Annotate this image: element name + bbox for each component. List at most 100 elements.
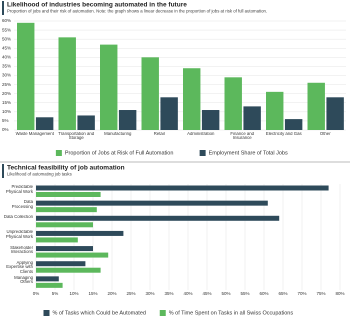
category-label: Data Processing: [11, 200, 33, 209]
category-label-box: Unpredictable Physical Work: [5, 230, 33, 239]
bar: [307, 82, 325, 130]
chart-title: Likelihood of industries becoming automa…: [7, 2, 187, 9]
x-tick-label: 50%: [221, 291, 230, 296]
chart-subtitle: Proportion of jobs and their risk of aut…: [7, 9, 267, 14]
bar: [36, 185, 329, 191]
bar: [183, 68, 201, 130]
x-tick-label: 35%: [164, 291, 173, 296]
bar: [160, 97, 178, 130]
x-tick-label: 25%: [126, 291, 135, 296]
category-label-box: Manufacturing: [104, 131, 132, 136]
bar: [141, 57, 159, 131]
bar: [36, 207, 97, 213]
x-tick-label: 80%: [335, 291, 344, 296]
category-label: Stakeholder Interactions: [10, 245, 33, 255]
bar: [36, 276, 59, 282]
bar: [201, 110, 220, 130]
category-label-box: Stakeholder Interactions: [10, 245, 33, 255]
category-label-box: Data Collection: [3, 215, 33, 220]
x-tick-label: 10%: [69, 291, 78, 296]
bar: [36, 215, 280, 221]
category-label: Unpredictable Physical Work: [5, 230, 33, 239]
bar: [118, 110, 137, 130]
x-tick-label: 45%: [202, 291, 211, 296]
category-label-box: Electricity and Gas: [265, 131, 302, 136]
bar: [36, 252, 109, 258]
x-tick-label: 55%: [240, 291, 249, 296]
x-tick-label: 0%: [33, 291, 40, 296]
title-accent: [2, 1, 4, 15]
category-label: Electricity and Gas: [265, 131, 302, 136]
bar: [36, 282, 63, 288]
category-label-box: Retail: [153, 131, 165, 136]
category-label: Data Collection: [3, 215, 33, 220]
category-label: Retail: [153, 131, 165, 136]
legend-label: Proportion of Jobs at Risk of Full Autom…: [65, 150, 174, 156]
category-label-box: Data Processing: [11, 200, 33, 209]
y-tick-label: 40%: [2, 55, 11, 60]
bar: [326, 97, 344, 130]
x-tick-label: 75%: [316, 291, 325, 296]
x-tick-label: 20%: [107, 291, 116, 296]
bar: [36, 261, 86, 267]
bar: [284, 119, 303, 130]
category-label-box: Applying Expertise with Clients: [6, 260, 33, 274]
category-label-box: Predictable Physical Work: [5, 185, 33, 194]
y-tick-label: 35%: [2, 64, 11, 69]
x-tick-label: 30%: [145, 291, 154, 296]
legend-label: % of Time Spent on Tasks in all Swiss Oc…: [169, 310, 294, 316]
bar: [36, 230, 124, 236]
category-label-box: Other: [319, 131, 331, 136]
bar: [243, 106, 261, 130]
bar: [36, 267, 101, 273]
category-label: Managing Others: [14, 275, 33, 285]
chart-subtitle: Likelihood of automating job tasks: [7, 172, 72, 177]
y-tick-label: 30%: [2, 73, 11, 78]
bar: [36, 192, 101, 197]
category-label-box: Finance and Insurance: [230, 131, 255, 140]
category-label: Other: [319, 131, 331, 136]
y-tick-label: 20%: [2, 91, 11, 96]
category-label-box: Administration: [187, 131, 215, 136]
x-tick-label: 65%: [278, 291, 287, 296]
y-tick-label: 55%: [2, 27, 11, 32]
legend-label: % of Tasks which Could be Automated: [53, 310, 146, 316]
title-accent: [2, 164, 4, 178]
category-label-box: Transportation and Storage: [58, 131, 95, 140]
category-label: Predictable Physical Work: [5, 185, 33, 194]
chart-title: Technical feasibility of job automation: [7, 165, 125, 172]
bar: [36, 222, 93, 228]
bar: [100, 44, 118, 130]
category-label: Manufacturing: [104, 131, 132, 136]
x-tick-label: 70%: [297, 291, 306, 296]
category-label-box: Managing Others: [14, 275, 33, 285]
category-label: Administration: [187, 131, 215, 136]
bar: [266, 91, 284, 130]
bar: [36, 200, 268, 206]
legend-swatch: [55, 150, 62, 156]
y-tick-label: 10%: [2, 109, 11, 114]
y-tick-label: 5%: [2, 118, 9, 123]
y-tick-label: 15%: [2, 100, 11, 105]
y-tick-label: 0%: [2, 127, 9, 132]
category-label: Applying Expertise with Clients: [6, 260, 33, 274]
legend-swatch: [159, 310, 166, 316]
x-tick-label: 5%: [52, 291, 59, 296]
x-tick-label: 60%: [259, 291, 268, 296]
bar: [224, 77, 242, 130]
bar: [35, 117, 54, 130]
category-label: Transportation and Storage: [58, 131, 95, 140]
bar: [36, 237, 78, 243]
bar: [36, 246, 93, 252]
category-label: Finance and Insurance: [230, 131, 255, 140]
category-label: Waste Management: [15, 131, 54, 136]
legend-swatch: [43, 310, 50, 316]
legend-swatch: [199, 150, 206, 156]
y-tick-label: 25%: [2, 82, 11, 87]
x-tick-label: 40%: [183, 291, 192, 296]
legend-label: Employment Share of Total Jobs: [209, 150, 288, 156]
category-label-box: Waste Management: [15, 131, 54, 136]
bar: [77, 115, 95, 130]
x-tick-label: 15%: [88, 291, 97, 296]
